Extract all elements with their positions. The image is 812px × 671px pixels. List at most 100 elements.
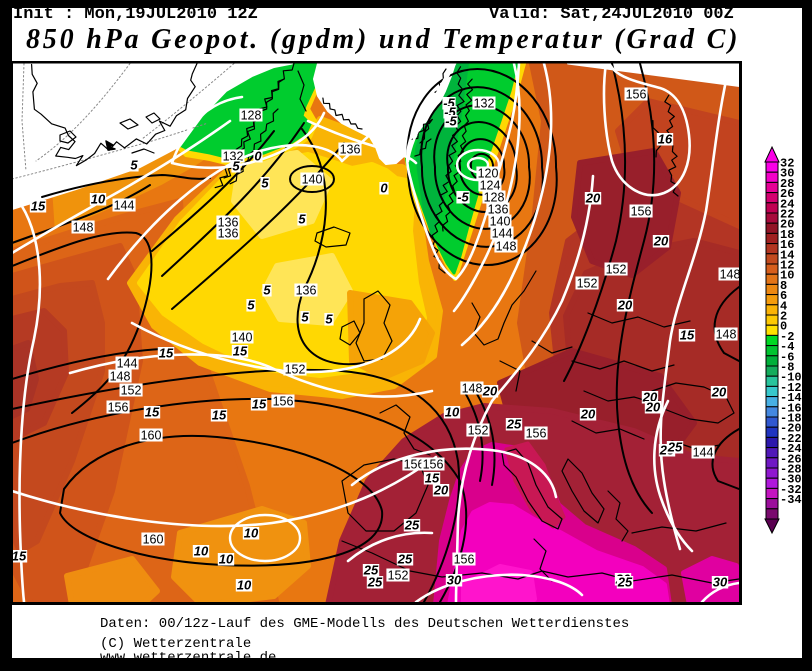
svg-text:4: 4 (780, 299, 787, 313)
svg-text:15: 15 (425, 471, 440, 486)
svg-text:152: 152 (388, 569, 409, 583)
svg-text:144: 144 (693, 446, 714, 460)
svg-text:10: 10 (780, 269, 794, 283)
svg-text:10: 10 (219, 552, 234, 567)
svg-text:136: 136 (218, 227, 239, 241)
svg-text:-4: -4 (780, 340, 794, 354)
svg-text:20: 20 (711, 385, 727, 400)
svg-text:140: 140 (302, 173, 323, 187)
svg-text:5: 5 (232, 159, 240, 174)
svg-text:148: 148 (73, 221, 94, 235)
svg-text:8: 8 (780, 279, 787, 293)
svg-text:20: 20 (780, 218, 794, 232)
svg-text:156: 156 (526, 427, 547, 441)
svg-text:5: 5 (325, 312, 333, 327)
svg-text:2: 2 (780, 310, 787, 324)
svg-text:5: 5 (261, 176, 269, 191)
svg-text:16: 16 (658, 132, 673, 147)
svg-text:132: 132 (474, 97, 495, 111)
svg-text:15: 15 (31, 199, 46, 214)
svg-text:10: 10 (237, 578, 252, 593)
svg-text:-30: -30 (780, 473, 802, 487)
svg-text:120: 120 (478, 167, 499, 181)
svg-text:10: 10 (445, 405, 460, 420)
svg-text:15: 15 (159, 346, 174, 361)
svg-text:18: 18 (780, 228, 794, 242)
svg-text:140: 140 (490, 215, 511, 229)
svg-text:0: 0 (254, 149, 262, 164)
svg-text:156: 156 (626, 88, 647, 102)
svg-text:28: 28 (780, 177, 794, 191)
svg-text:20: 20 (653, 234, 669, 249)
svg-text:-20: -20 (780, 422, 802, 436)
svg-text:20: 20 (482, 384, 498, 399)
svg-text:140: 140 (232, 331, 253, 345)
svg-text:148: 148 (110, 370, 131, 384)
svg-text:136: 136 (340, 143, 361, 157)
svg-text:144: 144 (114, 199, 135, 213)
svg-text:5: 5 (263, 283, 271, 298)
svg-text:20: 20 (580, 407, 596, 422)
svg-text:156: 156 (404, 458, 425, 472)
svg-text:20: 20 (617, 298, 633, 313)
svg-text:148: 148 (462, 382, 483, 396)
svg-text:160: 160 (141, 429, 162, 443)
svg-text:-2: -2 (780, 330, 794, 344)
svg-text:10: 10 (194, 544, 209, 559)
svg-text:15: 15 (12, 549, 27, 564)
svg-text:5: 5 (130, 158, 138, 173)
svg-text:152: 152 (577, 277, 598, 291)
svg-text:22: 22 (780, 208, 794, 222)
svg-text:25: 25 (404, 518, 420, 533)
svg-text:25: 25 (397, 552, 413, 567)
svg-text:-22: -22 (780, 432, 802, 446)
svg-text:-10: -10 (780, 371, 802, 385)
svg-text:152: 152 (606, 263, 627, 277)
svg-text:15: 15 (680, 328, 695, 343)
svg-text:16: 16 (780, 238, 794, 252)
svg-text:160: 160 (143, 533, 164, 547)
svg-text:136: 136 (218, 216, 239, 230)
svg-text:136: 136 (296, 284, 317, 298)
svg-text:15: 15 (145, 405, 160, 420)
svg-text:-6: -6 (780, 350, 794, 364)
svg-text:156: 156 (108, 401, 129, 415)
svg-text:0: 0 (380, 181, 388, 196)
svg-text:30: 30 (447, 573, 462, 588)
svg-text:144: 144 (117, 357, 138, 371)
svg-text:128: 128 (484, 191, 505, 205)
svg-text:-34: -34 (780, 493, 802, 507)
svg-text:-18: -18 (780, 412, 802, 426)
svg-text:30: 30 (780, 167, 794, 181)
svg-text:15: 15 (252, 397, 267, 412)
svg-text:10: 10 (244, 526, 259, 541)
svg-text:20: 20 (642, 390, 658, 405)
svg-text:30: 30 (713, 575, 728, 590)
svg-text:24: 24 (780, 197, 794, 211)
svg-text:20: 20 (433, 483, 449, 498)
svg-text:15: 15 (212, 408, 227, 423)
svg-text:25: 25 (617, 575, 633, 590)
svg-text:-14: -14 (780, 391, 802, 405)
svg-text:128: 128 (241, 109, 262, 123)
svg-text:15: 15 (233, 344, 248, 359)
svg-text:-24: -24 (780, 442, 802, 456)
svg-text:6: 6 (780, 289, 787, 303)
svg-text:148: 148 (496, 240, 517, 254)
svg-text:-5: -5 (457, 190, 469, 205)
svg-text:0: 0 (780, 320, 787, 334)
svg-text:20: 20 (645, 400, 661, 415)
svg-text:152: 152 (285, 363, 306, 377)
svg-text:25: 25 (363, 563, 379, 578)
svg-text:156: 156 (631, 205, 652, 219)
svg-text:-26: -26 (780, 452, 802, 466)
svg-text:-16: -16 (780, 401, 802, 415)
svg-text:20: 20 (585, 191, 601, 206)
svg-text:144: 144 (492, 227, 513, 241)
svg-text:124: 124 (480, 179, 501, 193)
svg-text:148: 148 (716, 328, 737, 342)
svg-text:156: 156 (423, 458, 444, 472)
svg-text:148: 148 (720, 268, 741, 282)
svg-text:-28: -28 (780, 463, 802, 477)
svg-text:10: 10 (91, 192, 106, 207)
